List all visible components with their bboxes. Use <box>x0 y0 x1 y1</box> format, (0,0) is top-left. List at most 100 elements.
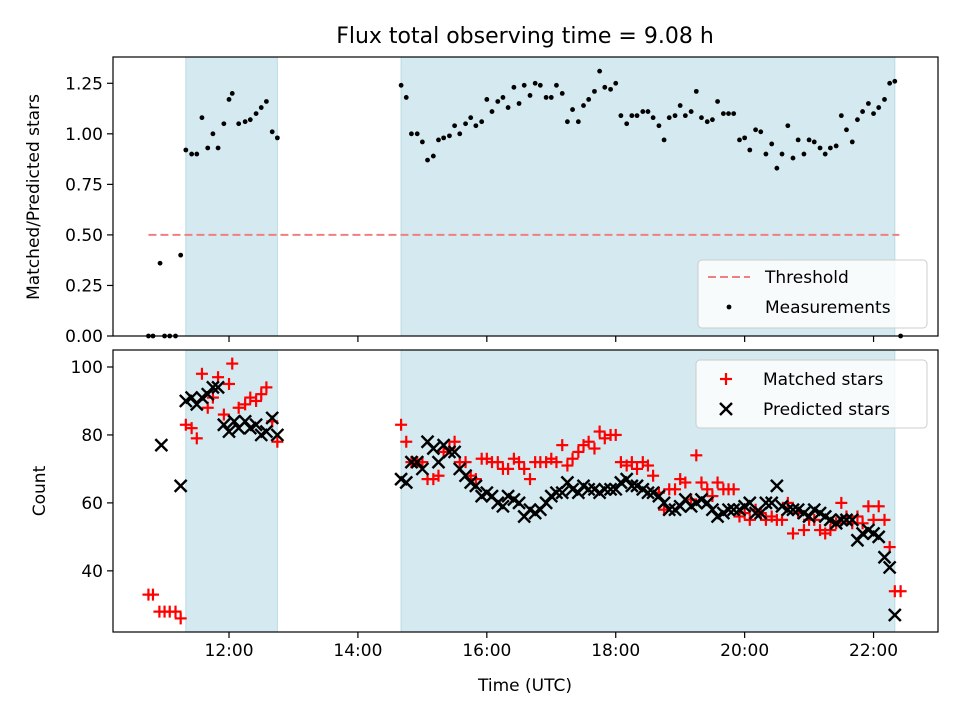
marker-stroke <box>887 608 902 622</box>
matched-star-marker <box>217 408 230 421</box>
matched-star-marker <box>786 527 799 540</box>
marker-stroke <box>452 462 467 476</box>
predicted-star-marker <box>211 380 225 395</box>
measurement-point <box>817 145 823 151</box>
measurement-point <box>479 119 485 125</box>
measurement-point <box>554 82 559 88</box>
predicted-star-marker <box>753 506 768 520</box>
marker-stroke <box>882 560 897 575</box>
marker-stroke <box>469 479 483 493</box>
y-tick-label: 80 <box>81 426 103 446</box>
predicted-star-marker <box>882 560 897 575</box>
marker-stroke <box>565 482 580 497</box>
marker-stroke <box>420 434 435 449</box>
y-tick-label: 40 <box>81 562 103 582</box>
predicted-star-marker <box>770 479 784 493</box>
predicted-star-marker <box>496 499 510 514</box>
measurement-point <box>763 151 769 157</box>
matched-star-marker <box>400 435 413 448</box>
measurement-point <box>618 113 624 119</box>
marker-stroke <box>764 496 779 510</box>
measurement-point <box>527 93 533 98</box>
matched-star-marker <box>669 483 682 496</box>
y-tick-label: 1.00 <box>65 125 103 145</box>
matched-star-marker <box>550 456 563 469</box>
y-tick-label: 0.25 <box>65 276 103 296</box>
y-tick-label: 1.25 <box>65 74 103 94</box>
matched-star-marker <box>641 459 654 472</box>
measurement-point <box>253 111 259 117</box>
marker-stroke <box>753 506 768 520</box>
marker-stroke <box>249 417 263 432</box>
matched-star-marker <box>169 605 182 618</box>
matched-star-marker <box>226 357 239 370</box>
matched-star-marker <box>711 476 724 489</box>
measurement-point <box>409 131 414 137</box>
measurement-point <box>822 151 828 157</box>
measurement-point <box>194 151 200 157</box>
matched-star-marker <box>685 493 698 506</box>
measurement-point <box>827 145 833 151</box>
measurement-point <box>592 88 597 94</box>
predicted-star-marker <box>624 479 639 493</box>
marker-stroke <box>775 499 789 514</box>
matched-star-marker <box>185 422 198 435</box>
measurement-point <box>597 68 603 74</box>
marker-stroke <box>206 380 220 395</box>
matched-star-marker <box>524 473 537 486</box>
legend-matched-swatch <box>720 373 732 385</box>
matched-star-marker <box>582 435 595 448</box>
x-tick-label: 22:00 <box>849 641 898 661</box>
predicted-star-marker <box>662 502 677 517</box>
matched-star-marker <box>566 452 579 465</box>
predicted-star-marker <box>759 496 773 510</box>
marker-stroke <box>415 462 430 476</box>
bottom-legend: Matched stars Predicted stars <box>695 359 928 429</box>
measurement-point <box>452 123 458 129</box>
matched-star-marker <box>232 401 245 414</box>
measurement-point <box>656 123 662 129</box>
marker-stroke <box>780 502 795 517</box>
matched-star-marker <box>625 456 638 469</box>
measurement-point <box>229 90 235 96</box>
y-tick-label: 0.75 <box>65 175 103 195</box>
marker-stroke <box>426 441 441 456</box>
bottom-panel: 40 60 80 100 12:00 14:00 16:00 18:00 20:00 22:00… <box>30 349 939 696</box>
measurement-point <box>157 260 163 266</box>
top-y-axis-label: Matched/Predicted stars <box>24 94 44 300</box>
predicted-star-marker <box>786 502 800 517</box>
measurement-point <box>570 107 575 112</box>
matched-star-marker <box>835 496 848 509</box>
measurement-point <box>473 123 479 129</box>
measurement-point <box>419 139 425 145</box>
measurement-point <box>263 99 269 104</box>
matched-star-marker <box>459 456 472 469</box>
marker-stroke <box>770 479 784 493</box>
matched-star-marker <box>894 585 907 598</box>
marker-stroke <box>786 502 800 517</box>
measurement-point <box>844 127 849 133</box>
measurement-point <box>178 252 184 258</box>
marker-stroke <box>259 424 274 439</box>
predicted-star-marker <box>206 380 220 395</box>
matched-star-marker <box>824 524 837 537</box>
measurement-point <box>801 151 807 157</box>
predicted-star-marker <box>222 424 236 439</box>
marker-stroke <box>813 506 827 520</box>
measurement-point <box>790 155 796 161</box>
predicted-star-marker <box>780 502 795 517</box>
matched-star-marker <box>518 462 531 475</box>
matched-star-marker <box>572 445 585 458</box>
measurement-point <box>511 84 517 90</box>
marker-stroke <box>512 496 526 510</box>
marker-stroke <box>861 523 876 537</box>
predicted-star-marker <box>555 485 570 500</box>
measurement-point <box>634 113 640 119</box>
marker-stroke <box>678 492 693 507</box>
predicted-star-marker <box>748 506 763 520</box>
matched-star-marker <box>195 367 208 380</box>
marker-stroke <box>742 496 757 510</box>
measurement-point <box>489 109 495 114</box>
marker-stroke <box>173 479 188 493</box>
predicted-star-marker <box>845 513 860 527</box>
